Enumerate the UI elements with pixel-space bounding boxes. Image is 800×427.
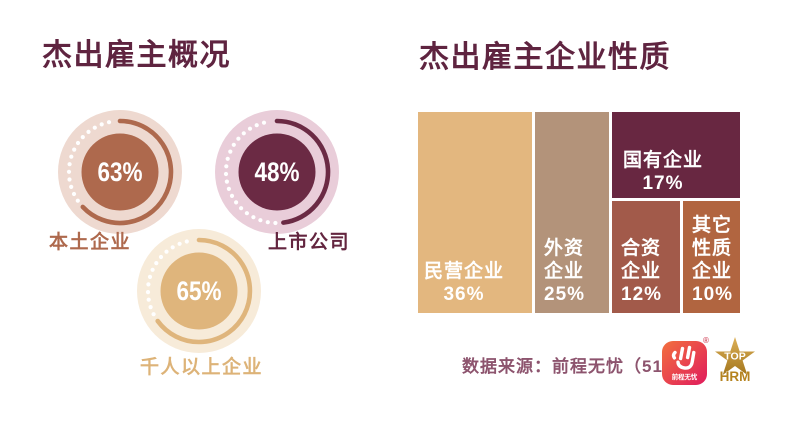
treemap-block-label: 民营企业 36% <box>424 261 505 305</box>
51job-logo: 前程无忧 <box>661 340 708 386</box>
treemap-block-label: 合资 企业 12% <box>621 238 663 305</box>
svg-text:63%: 63% <box>98 157 143 187</box>
donut-chart-1000plus-enterprises: 65% <box>137 229 261 353</box>
treemap-enterprise-nature: 民营企业 36% 外资 企业 25% 国有企业 17% 合资 企业 12% 其它… <box>418 112 740 313</box>
treemap-block-label: 外资 企业 25% <box>544 238 586 305</box>
svg-text:65%: 65% <box>177 276 222 306</box>
treemap-block-state-owned-enterprises: 国有企业 17% <box>612 112 740 198</box>
svg-text:HRM: HRM <box>720 369 751 384</box>
treemap-block-joint-venture-enterprises: 合资 企业 12% <box>612 201 680 313</box>
svg-text:TOP: TOP <box>724 351 745 363</box>
left-section-title: 杰出雇主概况 <box>42 39 231 72</box>
donut-label-local-enterprises: 本土企业 <box>49 232 132 253</box>
treemap-block-other-enterprises: 其它 性质 企业 10% <box>683 201 740 313</box>
right-section-title: 杰出雇主企业性质 <box>419 41 671 74</box>
svg-text:48%: 48% <box>255 157 300 187</box>
treemap-block-label: 国有企业 17% <box>622 150 703 194</box>
registered-trademark-symbol: ® <box>703 336 709 345</box>
donut-chart-local-enterprises: 63% <box>58 110 182 234</box>
tophrm-star-icon: TOP HRM <box>715 337 755 384</box>
svg-text:前程无忧: 前程无忧 <box>672 372 698 381</box>
donut-label-1000plus-enterprises: 千人以上企业 <box>140 357 264 378</box>
treemap-block-foreign-enterprises: 外资 企业 25% <box>535 112 609 313</box>
tophrm-logo: TOP HRM <box>708 336 762 390</box>
51job-logo-icon: 前程无忧 <box>662 341 707 385</box>
treemap-block-label: 其它 性质 企业 10% <box>692 215 734 305</box>
donut-label-listed-companies: 上市公司 <box>268 232 351 253</box>
treemap-block-private-enterprises: 民营企业 36% <box>418 112 532 313</box>
data-source-text: 数据来源：前程无忧（51job） <box>462 357 710 376</box>
donut-chart-listed-companies: 48% <box>215 110 339 234</box>
